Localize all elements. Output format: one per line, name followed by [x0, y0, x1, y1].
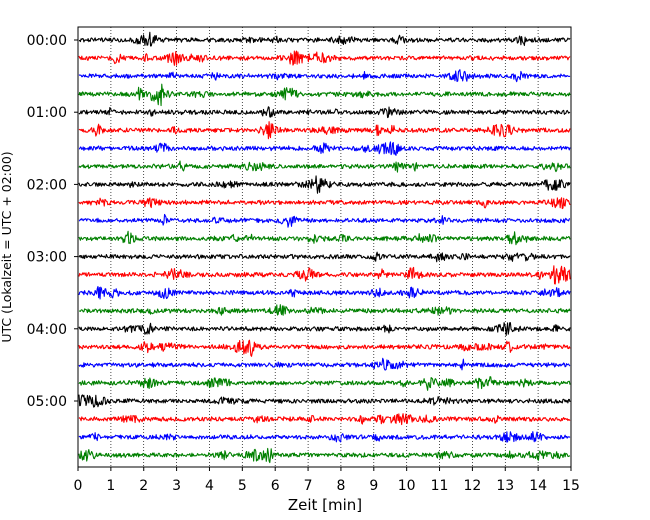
x-tick-label: 11 — [431, 478, 449, 494]
trace-0000 — [78, 31, 571, 47]
x-tick-label: 12 — [463, 478, 481, 494]
trace-0015 — [78, 50, 571, 66]
trace-0215 — [78, 197, 571, 210]
trace-0230 — [78, 213, 571, 228]
trace-0130 — [78, 141, 571, 156]
x-tick-label: 9 — [369, 478, 378, 494]
trace-0030 — [78, 69, 571, 83]
x-tick-label: 1 — [106, 478, 115, 494]
vertical-grid — [110, 27, 539, 467]
x-tick-label: 0 — [74, 478, 83, 494]
x-tick-label: 7 — [304, 478, 313, 494]
x-tick-label: 3 — [172, 478, 181, 494]
trace-0245 — [78, 230, 571, 246]
x-tick-label: 8 — [336, 478, 345, 494]
y-tick-label: 00:00 — [27, 33, 67, 49]
trace-0415 — [78, 339, 571, 357]
trace-0400 — [78, 322, 571, 336]
trace-0345 — [78, 304, 571, 316]
trace-0045 — [78, 83, 571, 107]
trace-0145 — [78, 160, 571, 173]
trace-0100 — [78, 106, 571, 119]
y-axis-label: UTC (Lokalzeit = UTC + 02:00) — [0, 151, 14, 342]
x-axis-ticks: 0 1 2 3 4 5 6 7 8 9 10 11 12 13 14 15 — [74, 467, 580, 494]
x-tick-label: 6 — [271, 478, 280, 494]
trace-0530 — [78, 431, 571, 443]
trace-0500 — [78, 394, 571, 408]
trace-0445 — [78, 376, 571, 391]
x-tick-label: 4 — [205, 478, 214, 494]
trace-0515 — [78, 413, 571, 426]
y-tick-label: 04:00 — [27, 322, 67, 338]
x-tick-label: 15 — [562, 478, 580, 494]
trace-0330 — [78, 286, 571, 300]
x-tick-label: 14 — [529, 478, 547, 494]
seismic-traces — [78, 31, 571, 464]
x-axis-label: Zeit [min] — [288, 496, 362, 514]
trace-0200 — [78, 175, 571, 194]
plot-frame — [77, 26, 572, 468]
trace-0430 — [78, 357, 571, 371]
trace-0315 — [78, 265, 571, 285]
trace-0115 — [78, 121, 571, 140]
trace-0545 — [78, 447, 571, 464]
x-tick-label: 5 — [238, 478, 247, 494]
x-tick-label: 10 — [398, 478, 416, 494]
y-tick-label: 03:00 — [27, 250, 67, 266]
y-axis-ticks: 00:00 01:00 02:00 03:00 04:00 05:00 — [27, 33, 78, 410]
x-tick-label: 2 — [139, 478, 148, 494]
y-tick-label: 05:00 — [27, 394, 67, 410]
trace-0300 — [78, 251, 571, 263]
x-tick-label: 13 — [496, 478, 514, 494]
y-tick-label: 02:00 — [27, 177, 67, 193]
y-tick-label: 01:00 — [27, 105, 67, 121]
